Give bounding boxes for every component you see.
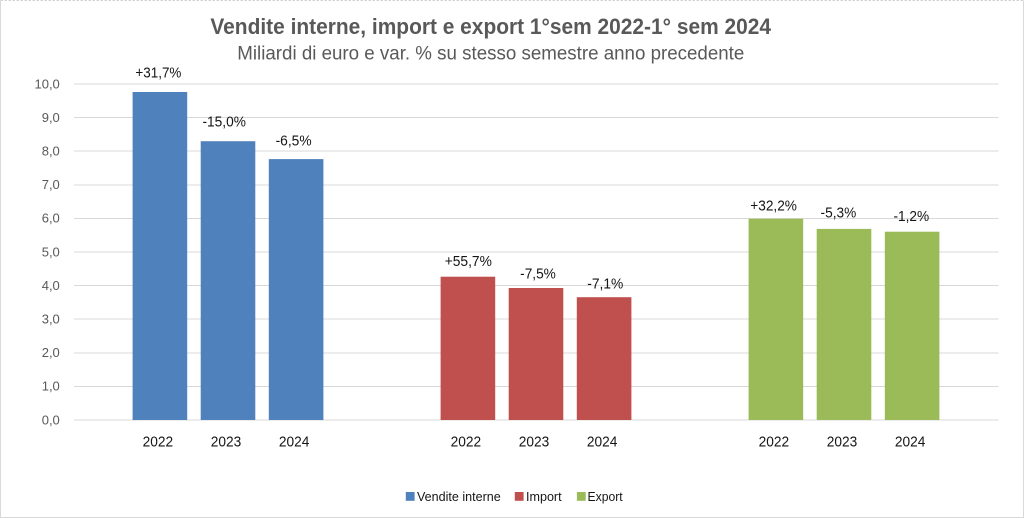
svg-text:Vendite interne: Vendite interne [417,489,501,504]
svg-text:Vendite interne, import e expo: Vendite interne, import e export 1°sem 2… [210,14,771,39]
svg-text:2022: 2022 [143,434,174,450]
svg-text:-15,0%: -15,0% [203,113,246,130]
svg-text:-6,5%: -6,5% [276,132,312,149]
svg-text:Miliardi di euro e var. % su s: Miliardi di euro e var. % su stesso seme… [237,44,744,65]
svg-text:Export: Export [588,489,624,504]
svg-text:8,0: 8,0 [42,144,60,159]
svg-text:1,0: 1,0 [42,379,60,394]
svg-text:9,0: 9,0 [42,110,60,125]
svg-text:2023: 2023 [519,434,550,450]
svg-text:2024: 2024 [279,434,310,450]
svg-text:2022: 2022 [451,434,482,450]
svg-text:Import: Import [526,489,562,504]
svg-text:3,0: 3,0 [42,312,60,327]
svg-text:-7,1%: -7,1% [587,275,623,292]
svg-text:2023: 2023 [211,434,242,450]
svg-text:2,0: 2,0 [42,345,60,360]
svg-text:-5,3%: -5,3% [821,204,857,221]
svg-text:+55,7%: +55,7% [445,253,492,270]
svg-text:6,0: 6,0 [42,211,60,226]
svg-text:2023: 2023 [827,434,858,450]
svg-text:2022: 2022 [759,434,790,450]
svg-text:5,0: 5,0 [42,244,60,259]
svg-text:+32,2%: +32,2% [750,198,797,215]
svg-text:0,0: 0,0 [42,412,60,427]
svg-text:4,0: 4,0 [42,278,60,293]
svg-text:2024: 2024 [895,434,926,450]
svg-text:-1,2%: -1,2% [893,208,929,225]
svg-text:-7,5%: -7,5% [520,265,556,282]
svg-text:7,0: 7,0 [42,177,60,192]
svg-text:+31,7%: +31,7% [135,65,181,82]
svg-text:10,0: 10,0 [34,76,59,91]
svg-text:2024: 2024 [587,434,618,450]
